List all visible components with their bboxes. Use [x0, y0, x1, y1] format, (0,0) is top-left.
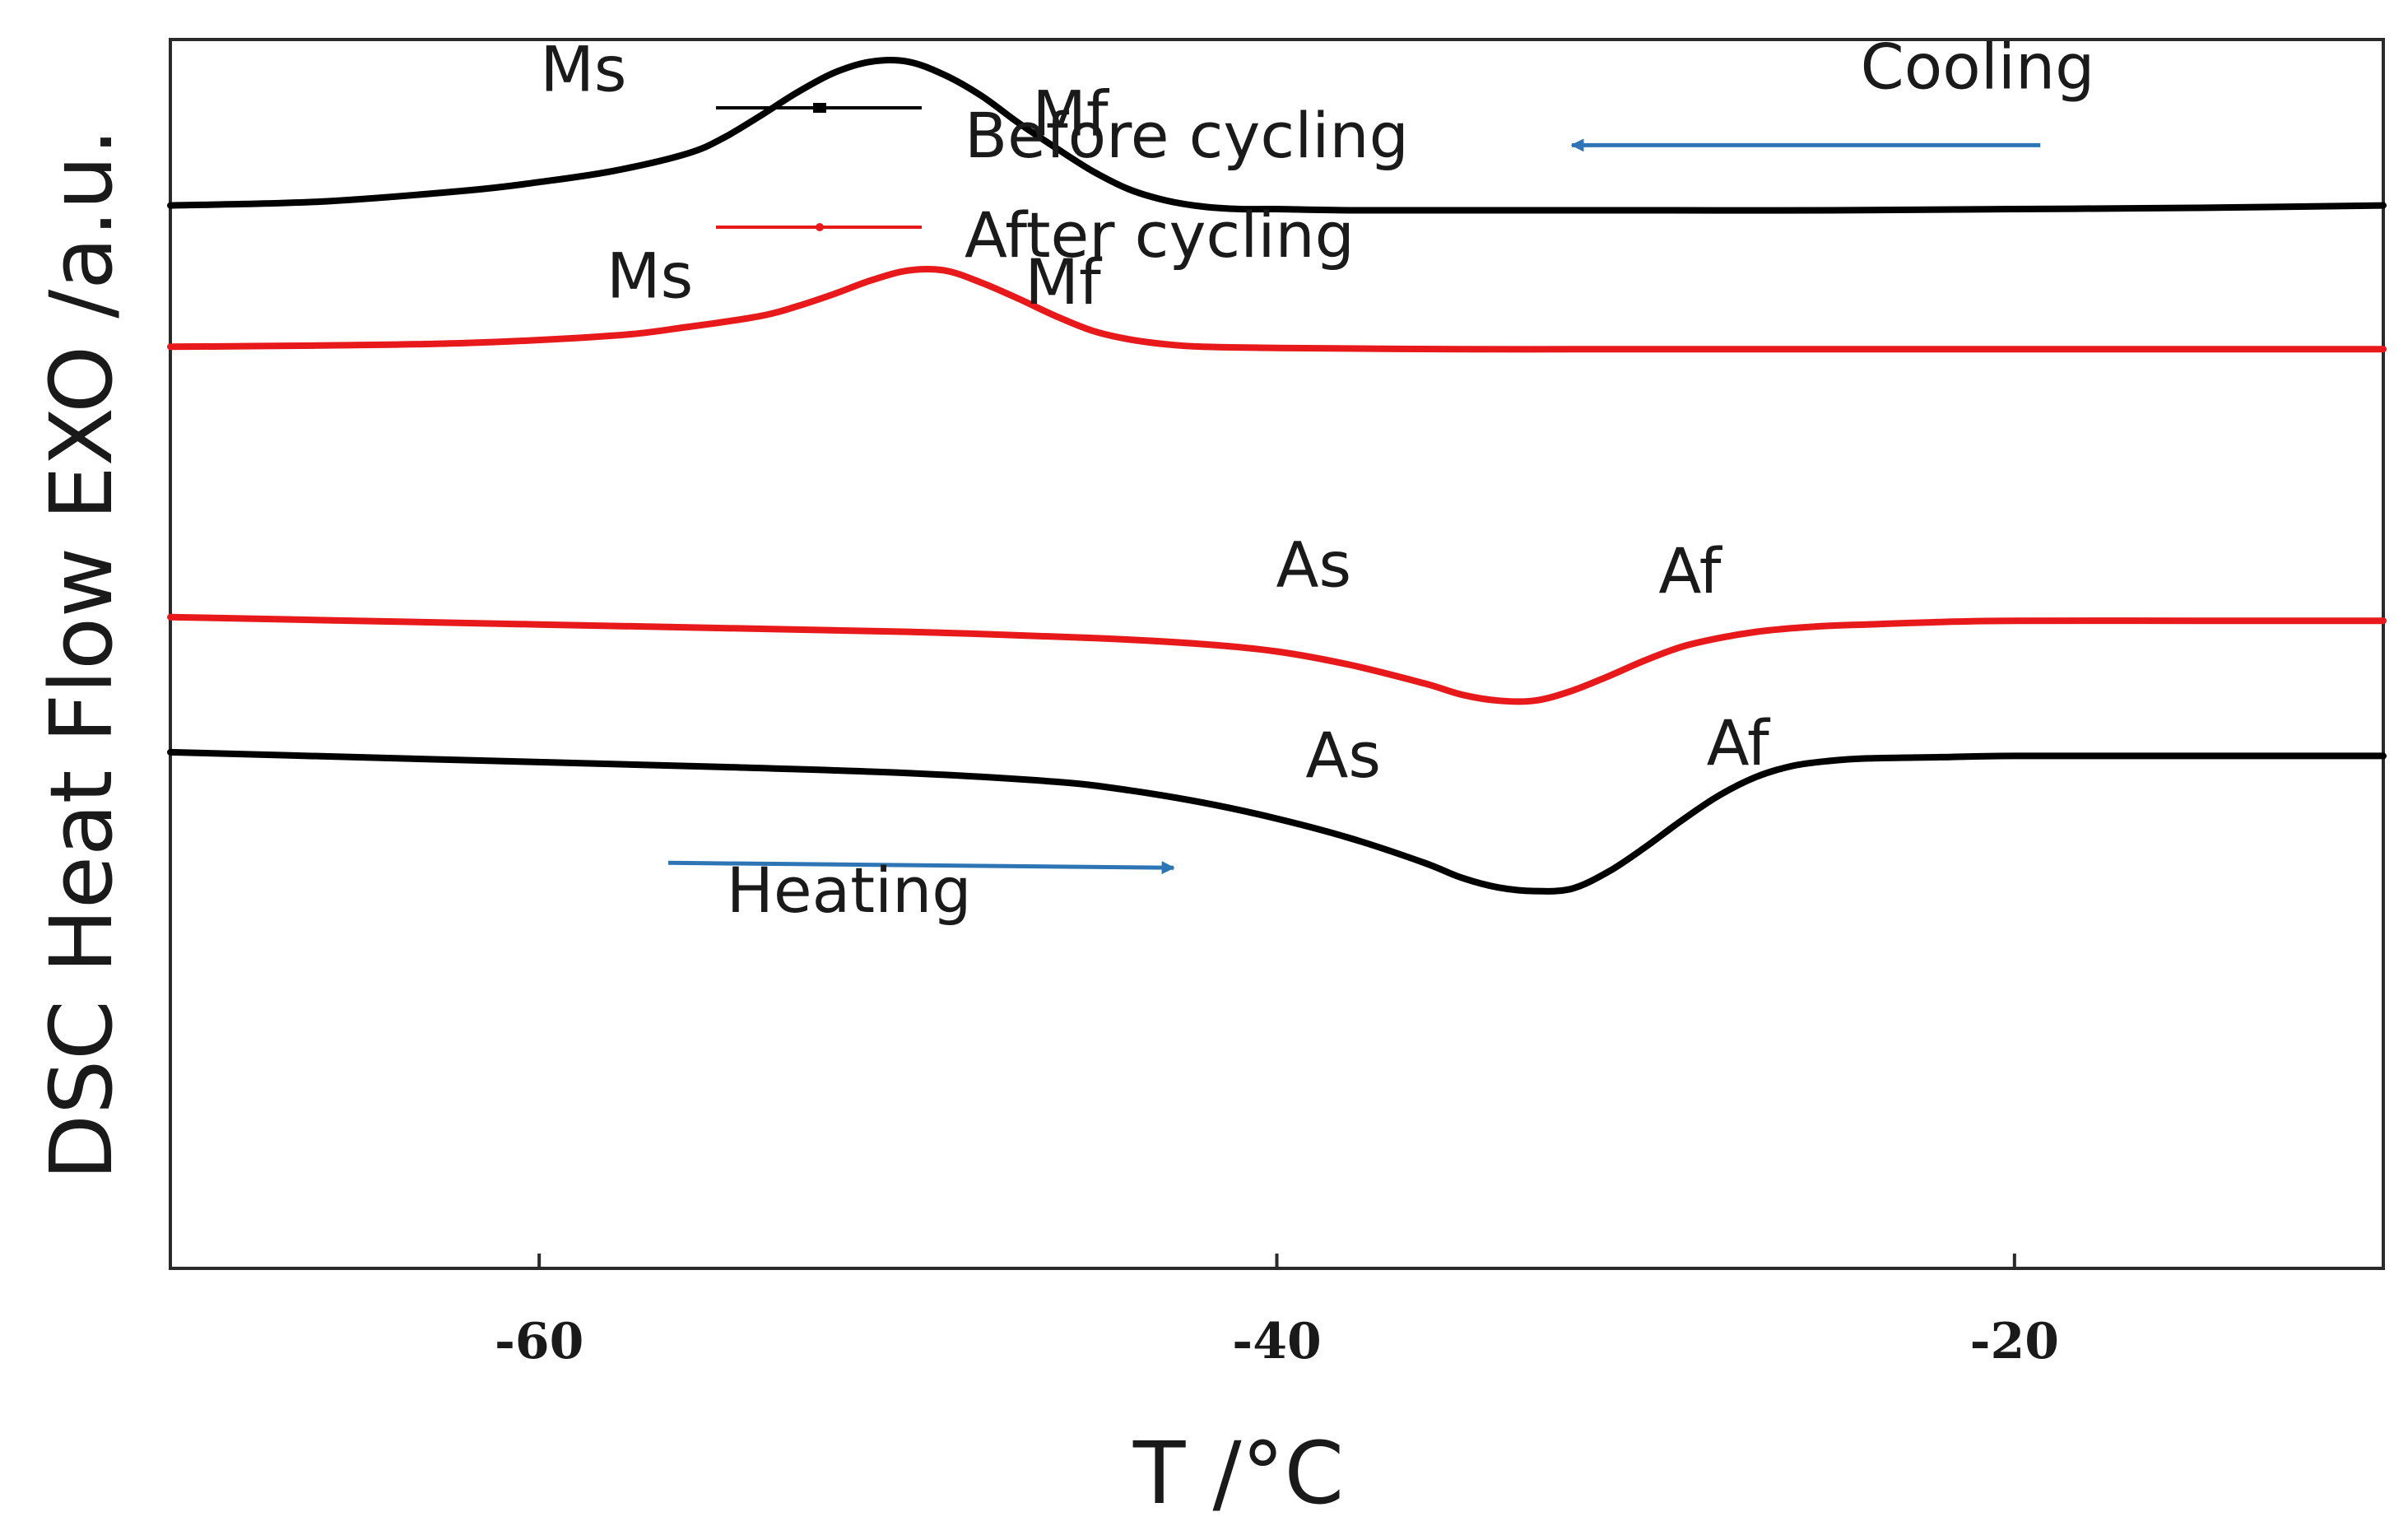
annotation-mf-1: Mf	[1032, 77, 1110, 150]
annotation-af-7: Af	[1707, 706, 1771, 779]
annotation-mf-3: Mf	[1025, 245, 1103, 319]
x-tick-label-1: -40	[1232, 1313, 1321, 1370]
x-tick-label-2: -20	[1970, 1313, 2059, 1370]
annotation-ms-2: Ms	[607, 240, 693, 313]
legend-marker-after	[816, 223, 824, 231]
legend-label-before: Before cycling	[965, 99, 1409, 172]
series-line-1	[167, 266, 2387, 353]
x-tick-label-0: -60	[495, 1313, 583, 1370]
arrow-layer	[668, 138, 2041, 875]
annotation-ms-0: Ms	[540, 33, 626, 106]
annotation-as-4: As	[1276, 528, 1352, 601]
annotation-layer: Ms Mf Ms Mf As Af As Af Cooling Heating	[540, 30, 2094, 927]
heating-arrow	[668, 860, 1175, 875]
series-line-3	[167, 748, 2387, 895]
legend: Before cycling After cycling	[716, 99, 1409, 272]
annotation-cooling-8: Cooling	[1861, 30, 2095, 104]
annotation-heating-9: Heating	[727, 854, 972, 927]
series-line-2	[167, 613, 2387, 705]
annotation-af-5: Af	[1658, 534, 1722, 607]
legend-marker-before	[813, 103, 826, 113]
x-axis-ticks: -60 -40 -20	[495, 1254, 2059, 1370]
series-layer	[167, 56, 2387, 895]
y-axis-title: DSC Heat Flow EXO /a.u.	[31, 128, 132, 1180]
legend-label-after: After cycling	[965, 198, 1355, 272]
x-axis-title: T /°C	[1132, 1423, 1344, 1524]
series-line-0	[167, 56, 2387, 214]
annotation-as-6: As	[1305, 719, 1381, 792]
